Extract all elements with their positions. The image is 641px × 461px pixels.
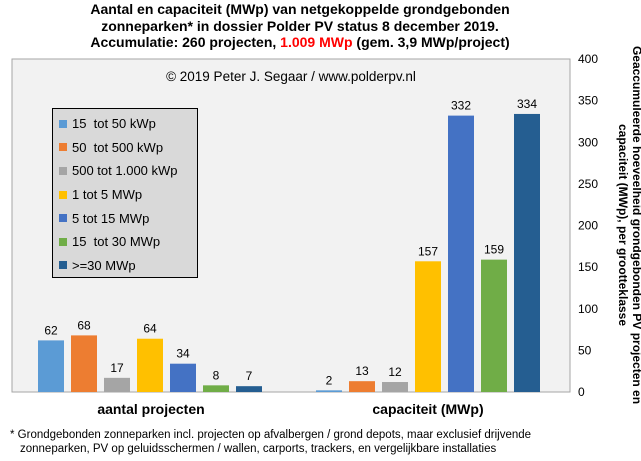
legend-item: 15 tot 50 kWp — [53, 112, 197, 136]
legend-item: 500 tot 1.000 kWp — [53, 159, 197, 183]
legend-item: 5 tot 15 MWp — [53, 206, 197, 230]
y-tick-label: 150 — [578, 260, 598, 274]
legend-swatch — [59, 143, 67, 152]
footnote: * Grondgebonden zonneparken incl. projec… — [10, 428, 635, 456]
bar — [316, 390, 342, 392]
footnote-line-2: zonneparken, PV op geluidsschermen / wal… — [20, 443, 497, 455]
data-label: 68 — [77, 318, 91, 332]
bar — [71, 335, 97, 392]
y-tick-label: 0 — [578, 385, 585, 399]
legend-label: 1 tot 5 MWp — [72, 187, 143, 203]
legend-swatch — [59, 166, 67, 175]
category-label: capaciteit (MWp) — [372, 401, 483, 417]
footnote-line-1: * Grondgebonden zonneparken incl. projec… — [10, 429, 532, 441]
y-axis-label: Geaccumuleerde hoeveelheid grondgebonden… — [616, 45, 641, 405]
legend-label: 15 tot 50 kWp — [72, 116, 156, 132]
data-label: 17 — [110, 361, 124, 375]
bar — [38, 340, 64, 392]
data-label: 332 — [451, 99, 471, 113]
data-label: 64 — [143, 322, 157, 336]
data-label: 157 — [418, 244, 438, 258]
bar — [481, 259, 507, 392]
bar — [104, 377, 130, 392]
title-line-3: Accumulatie: 260 projecten, 1.009 MWp (g… — [0, 34, 600, 51]
y-tick-label: 200 — [578, 219, 598, 233]
data-label: 8 — [213, 368, 220, 382]
legend-label: >=30 MWp — [72, 257, 136, 273]
title-line-2: zonneparken* in dossier Polder PV status… — [101, 17, 499, 34]
legend-item: >=30 MWp — [53, 254, 197, 278]
legend-label: 5 tot 15 MWp — [72, 210, 150, 226]
bar — [349, 381, 375, 392]
bar — [382, 382, 408, 392]
bar — [236, 386, 262, 392]
y-tick-label: 100 — [578, 302, 598, 316]
bar — [170, 363, 196, 392]
copyright-text: © 2019 Peter J. Segaar / www.polderpv.nl — [166, 69, 416, 84]
legend-swatch — [59, 237, 67, 246]
data-label: 2 — [326, 373, 333, 387]
legend-label: 50 tot 500 kWp — [72, 139, 164, 155]
y-tick-label: 400 — [578, 52, 598, 66]
data-label: 334 — [517, 97, 537, 111]
bar — [514, 113, 540, 392]
data-label: 62 — [44, 323, 58, 337]
chart-title: Aantal en capaciteit (MWp) van netgekopp… — [0, 1, 600, 51]
data-label: 12 — [388, 365, 402, 379]
legend-swatch — [59, 261, 67, 270]
data-label: 13 — [355, 364, 369, 378]
title-line-1: Aantal en capaciteit (MWp) van netgekopp… — [90, 1, 510, 17]
legend-swatch — [59, 119, 67, 128]
y-tick-label: 350 — [578, 94, 598, 108]
legend-item: 1 tot 5 MWp — [53, 183, 197, 207]
legend-label: 500 tot 1.000 kWp — [72, 163, 178, 179]
data-label: 34 — [176, 347, 190, 361]
title-line-3-b: (gem. 3,9 MWp/project) — [352, 34, 510, 50]
legend-swatch — [59, 190, 67, 199]
legend-item: 15 tot 30 MWp — [53, 230, 197, 254]
category-label: aantal projecten — [97, 401, 204, 417]
legend-swatch — [59, 214, 67, 223]
y-tick-label: 50 — [578, 343, 592, 357]
legend-label: 15 tot 30 MWp — [72, 234, 161, 250]
y-tick-label: 300 — [578, 135, 598, 149]
title-line-3-a: Accumulatie: 260 projecten, — [90, 34, 281, 50]
data-label: 159 — [484, 243, 504, 257]
bar — [415, 261, 441, 392]
chart-legend: 15 tot 50 kWp 50 tot 500 kWp 500 tot 1.000… — [52, 108, 198, 278]
data-label: 7 — [246, 369, 253, 383]
legend-item: 50 tot 500 kWp — [53, 136, 197, 160]
title-total-capacity: 1.009 MWp — [280, 34, 353, 50]
bar — [203, 385, 229, 392]
y-tick-label: 250 — [578, 177, 598, 191]
bar — [137, 338, 163, 392]
bar — [448, 115, 474, 393]
